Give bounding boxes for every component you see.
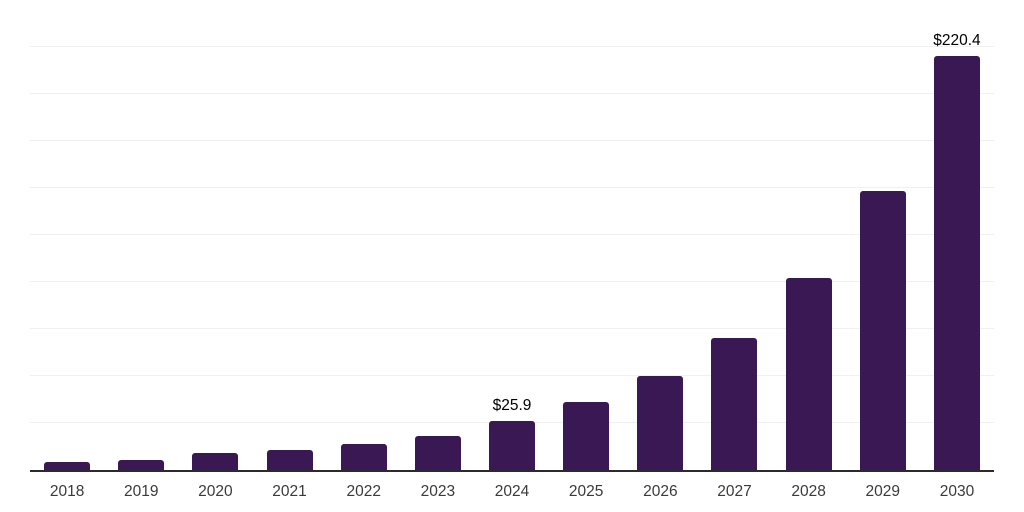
- bar-slot-2030: $220.4: [920, 0, 994, 470]
- bar-value-label-2030: $220.4: [933, 31, 981, 49]
- gridline-125: [30, 234, 994, 235]
- bar-2021: [266, 449, 313, 470]
- x-tick-label-2019: 2019: [123, 483, 159, 500]
- x-tick-label-2020: 2020: [198, 483, 233, 500]
- x-tick-label-2028: 2028: [791, 483, 826, 500]
- bar-series: $25.9 $220.4: [30, 0, 994, 470]
- bar-2026: [637, 375, 684, 470]
- bar-2018: [44, 461, 91, 470]
- bar-slot-2022: [327, 0, 401, 470]
- x-tick-label-2021: 2021: [272, 483, 307, 500]
- x-tick-label-2027: 2027: [717, 483, 752, 500]
- gridline-225: [30, 46, 994, 47]
- bar-slot-2029: [846, 0, 920, 470]
- gridline-50: [30, 375, 994, 376]
- bar-slot-2024: $25.9: [475, 0, 549, 470]
- bar-slot-2023: [401, 0, 475, 470]
- gridline-175: [30, 140, 994, 141]
- x-tick-label-2022: 2022: [346, 483, 381, 500]
- bar-slot-2025: [549, 0, 623, 470]
- x-tick-label-2026: 2026: [643, 483, 678, 500]
- bar-2027: [711, 337, 758, 470]
- gridline-75: [30, 328, 994, 329]
- x-tick-label-2029: 2029: [865, 483, 901, 500]
- bar-2019: [118, 460, 165, 470]
- x-tick-label-2018: 2018: [49, 483, 85, 500]
- bar-slot-2021: [252, 0, 326, 470]
- x-tick-label-2025: 2025: [568, 483, 604, 500]
- bar-slot-2018: [30, 0, 104, 470]
- bar-2028: [785, 277, 832, 470]
- bar-slot-2020: [178, 0, 252, 470]
- bar-slot-2026: [623, 0, 697, 470]
- bar-slot-2028: [772, 0, 846, 470]
- bar-2020: [192, 453, 239, 470]
- gridline-100: [30, 281, 994, 282]
- bar-slot-2027: [697, 0, 771, 470]
- bar-2025: [563, 401, 610, 470]
- bar-2023: [414, 435, 461, 470]
- bar-2024: [489, 421, 536, 470]
- x-tick-label-2024: 2024: [494, 483, 530, 500]
- bar-2022: [340, 444, 387, 470]
- bar-2030: [933, 55, 980, 470]
- x-tick-label-2023: 2023: [420, 483, 456, 500]
- x-tick-label-2030: 2030: [939, 483, 975, 500]
- x-axis-labels: 2018 2019 2020 2021 2022 2023 2024 2025 2026 2027…: [30, 483, 994, 501]
- gridline-200: [30, 93, 994, 94]
- bar-value-label-2024: $25.9: [492, 397, 532, 415]
- gridline-150: [30, 187, 994, 188]
- bar-2029: [859, 190, 906, 470]
- bar-slot-2019: [104, 0, 178, 470]
- plot-area: $25.9 $220.4: [30, 0, 994, 472]
